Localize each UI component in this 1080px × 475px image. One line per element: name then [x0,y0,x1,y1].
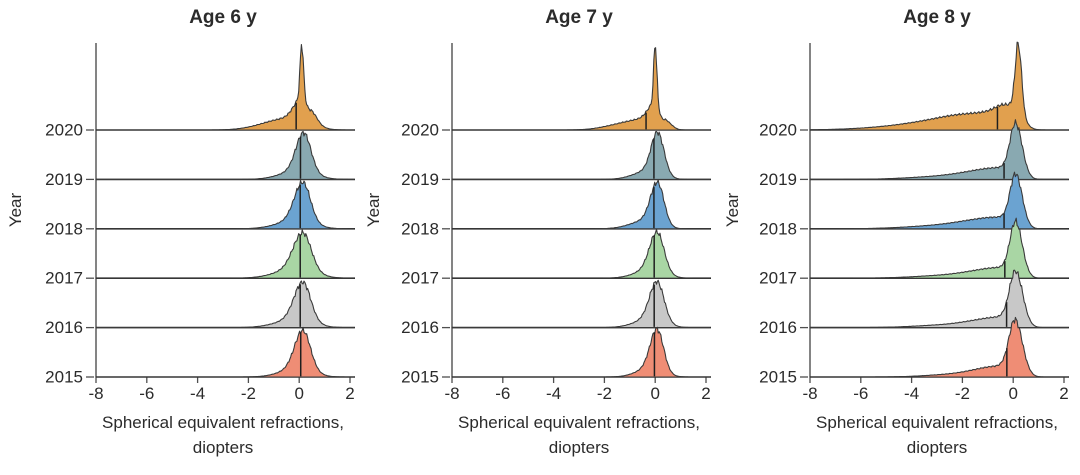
year-tick-label-2019: 2019 [759,170,797,189]
year-tick-label-2015: 2015 [759,368,797,387]
year-tick-label-2018: 2018 [45,219,83,238]
year-tick-label-2017: 2017 [759,269,797,288]
x-axis-label-panel-3: Spherical equivalent refractions, diopte… [816,410,1058,460]
year-tick-label-2018: 2018 [401,219,439,238]
x-tick-label: 2 [701,384,710,403]
year-tick-label-2015: 2015 [45,368,83,387]
density-curve-2015 [809,316,1069,378]
density-curve-2020 [95,44,355,131]
density-curve-2017 [809,217,1069,279]
density-curve-2015 [451,326,711,378]
x-tick-label: 0 [650,384,659,403]
x-tick-label: -4 [546,384,561,403]
panel-title-age-7: Age 7 y [545,7,613,28]
x-tick-label: -6 [853,384,868,403]
density-curve-2017 [95,229,355,279]
year-tick-label-2020: 2020 [759,121,797,140]
x-tick-label: 2 [1059,384,1068,403]
year-tick-label-2016: 2016 [759,318,797,337]
density-curve-2019 [451,130,711,180]
year-tick-label-2016: 2016 [45,318,83,337]
panel-title-age-6: Age 6 y [189,7,257,28]
year-tick-label-2017: 2017 [401,269,439,288]
x-tick-label: -6 [495,384,510,403]
density-curve-2020 [451,47,711,131]
density-curve-2016 [451,279,711,329]
x-tick-label: -2 [241,384,256,403]
year-tick-label-2019: 2019 [45,170,83,189]
x-axis-label-panel-1: Spherical equivalent refractions, diopte… [102,410,344,460]
x-axis-label-line2: diopters [548,438,610,457]
panel-3: -8 -6 -4 -2 0 2 2020 2019 2018 2017 2016 2015 [759,41,1069,403]
density-curve-2020 [809,41,1069,131]
x-axis-label-line1: Spherical equivalent refractions, [458,413,700,432]
x-axis-label-line2: diopters [906,438,968,457]
x-axis-label-line1: Spherical equivalent refractions, [816,413,1058,432]
density-curve-2017 [451,228,711,279]
x-axis-label-line1: Spherical equivalent refractions, [102,413,344,432]
x-tick-label: -6 [139,384,154,403]
year-tick-label-2017: 2017 [45,269,83,288]
x-tick-label: -2 [597,384,612,403]
year-tick-label-2015: 2015 [401,368,439,387]
x-tick-label: 2 [345,384,354,403]
density-curve-2019 [95,130,355,180]
density-curve-2015 [95,326,355,378]
density-curve-2018 [809,171,1069,230]
y-axis-label-panel-2: Year [364,192,383,228]
x-axis-label-line2: diopters [192,438,254,457]
density-curve-2018 [95,180,355,230]
x-tick-label: -8 [444,384,459,403]
x-tick-label: -2 [955,384,970,403]
panel-2: -8 -6 -4 -2 0 2 2020 2019 2018 2017 2016 2015 [401,43,711,403]
year-tick-label-2016: 2016 [401,318,439,337]
x-tick-label: -4 [904,384,919,403]
x-tick-label: -8 [802,384,817,403]
y-axis-label-panel-3: Year [723,192,742,228]
y-axis-label-panel-1: Year [6,192,25,228]
panel-title-age-8: Age 8 y [903,7,971,28]
year-tick-label-2019: 2019 [401,170,439,189]
density-curve-2016 [95,280,355,329]
year-tick-label-2018: 2018 [759,219,797,238]
x-tick-label: 0 [1008,384,1017,403]
x-tick-label: -4 [190,384,205,403]
year-tick-label-2020: 2020 [45,121,83,140]
year-tick-label-2020: 2020 [401,121,439,140]
panel-1: -8 -6 -4 -2 0 2 2020 2019 2018 2017 2016 2015 [45,43,355,403]
x-tick-label: -8 [88,384,103,403]
x-axis-label-panel-2: Spherical equivalent refractions, diopte… [458,410,700,460]
x-tick-label: 0 [294,384,303,403]
density-curve-2018 [451,179,711,230]
density-curve-2016 [809,269,1069,329]
